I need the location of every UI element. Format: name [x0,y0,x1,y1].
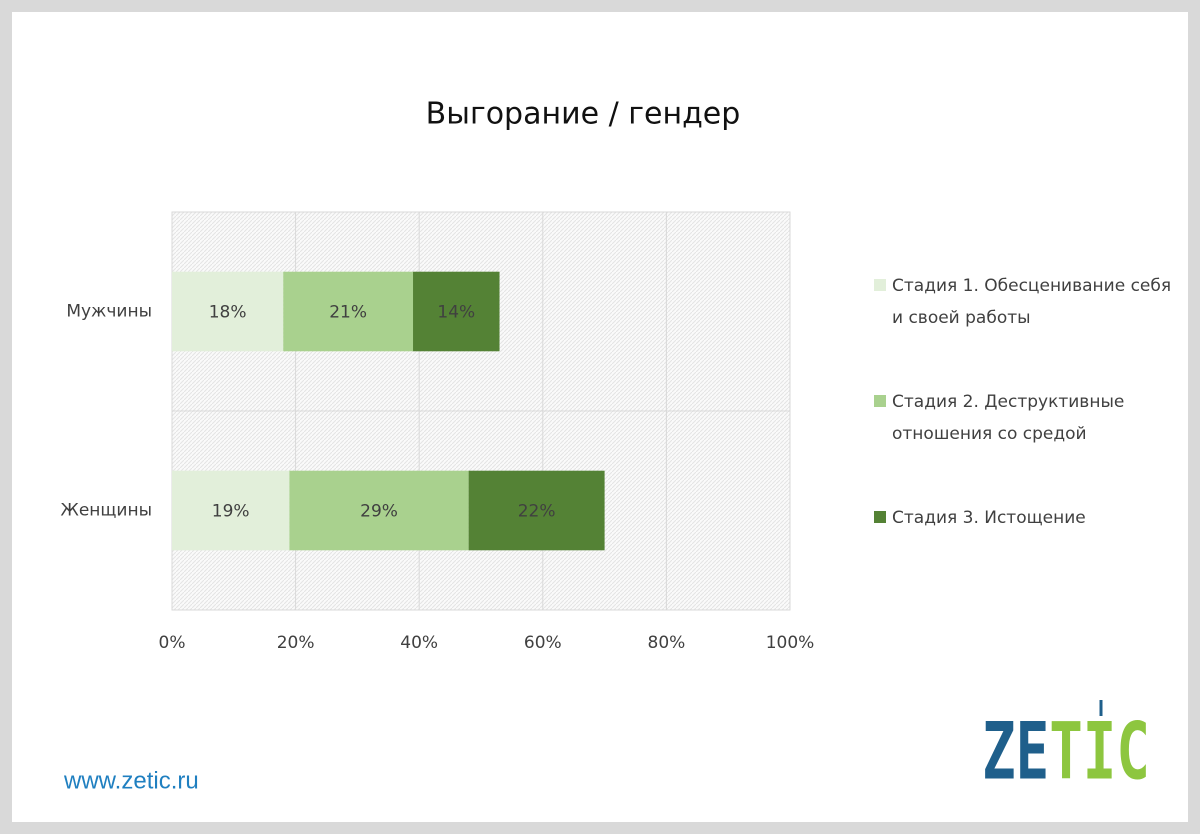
bar-segment [283,271,414,352]
legend-label: Стадия 3. Истощение [892,508,1086,528]
data-label: 21% [329,303,367,323]
data-label: 18% [209,303,247,323]
legend-label: Стадия 1. Обесценивание себя и своей раб… [892,276,1172,328]
data-label: 19% [212,502,250,522]
bar-segment [413,271,500,352]
chart-title: Выгорание / гендер [426,97,741,132]
data-label: 22% [518,502,556,522]
legend-swatch [874,395,886,407]
x-tick-label: 40% [400,633,438,653]
footer-url: www.zetic.ru [63,767,199,794]
x-tick-label: 20% [277,633,315,653]
legend-label: Стадия 2. Деструктивные отношения со сре… [892,392,1125,444]
slide: Выгорание / гендер 0% 20% 40% 60% 80% 100% Муж… [12,12,1188,822]
y-tick-label: Мужчины [66,302,152,322]
y-tick-label: Женщины [61,501,152,521]
bar-segment [468,470,605,551]
legend-swatch [874,279,886,291]
chart: Выгорание / гендер 0% 20% 40% 60% 80% 100% Муж… [61,97,1150,798]
data-label: 14% [437,303,475,323]
legend-item: Стадия 3. Истощение [874,502,1182,534]
x-tick-label: 0% [159,633,186,653]
legend-item: Стадия 2. Деструктивные отношения со сре… [874,386,1182,450]
logo: ZETIC [982,707,1150,797]
data-label: 29% [360,502,398,522]
x-tick-label: 80% [648,633,686,653]
legend-item: Стадия 1. Обесценивание себя и своей раб… [874,270,1182,334]
x-tick-label: 60% [524,633,562,653]
x-tick-label: 100% [766,633,815,653]
bar-segment [172,470,290,551]
bar-segment [289,470,469,551]
bar-segment [172,271,284,352]
legend-swatch [874,511,886,523]
